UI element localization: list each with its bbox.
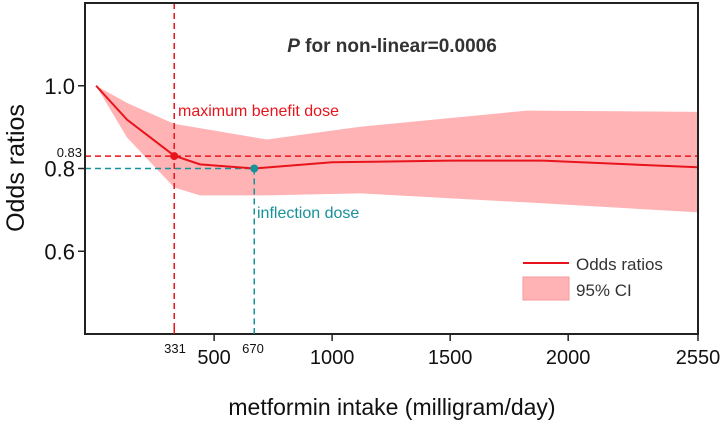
y-tick-label: 0.8 bbox=[44, 157, 75, 182]
chart-title: P for non-linear=0.0006 bbox=[287, 36, 497, 57]
max-benefit-x-label: 331 bbox=[164, 341, 186, 356]
x-axis-label: metformin intake (milligram/day) bbox=[228, 394, 555, 420]
x-tick-label: 1500 bbox=[428, 347, 473, 369]
legend: Odds ratios 95% CI bbox=[522, 255, 663, 301]
x-tick-label: 2000 bbox=[546, 347, 591, 369]
inflection-point bbox=[250, 164, 259, 173]
max-benefit-label: maximum benefit dose bbox=[178, 103, 339, 120]
y-tick-label: 0.6 bbox=[44, 239, 75, 264]
x-tick-label: 500 bbox=[197, 347, 230, 369]
max-benefit-y-label: 0.83 bbox=[57, 145, 82, 160]
legend-label-ci: 95% CI bbox=[576, 281, 632, 300]
inflection-x-label: 670 bbox=[242, 341, 264, 356]
x-tick-label: 1000 bbox=[310, 347, 355, 369]
inflection-label: inflection dose bbox=[257, 205, 359, 222]
y-tick-label: 1.0 bbox=[44, 74, 75, 99]
legend-band-swatch bbox=[522, 276, 570, 301]
x-tick-label: 2550 bbox=[676, 347, 721, 369]
y-axis-label: Odds ratios bbox=[2, 104, 30, 232]
max-benefit-point bbox=[170, 152, 179, 161]
legend-label-odds: Odds ratios bbox=[576, 255, 663, 274]
ci-band bbox=[96, 85, 699, 213]
